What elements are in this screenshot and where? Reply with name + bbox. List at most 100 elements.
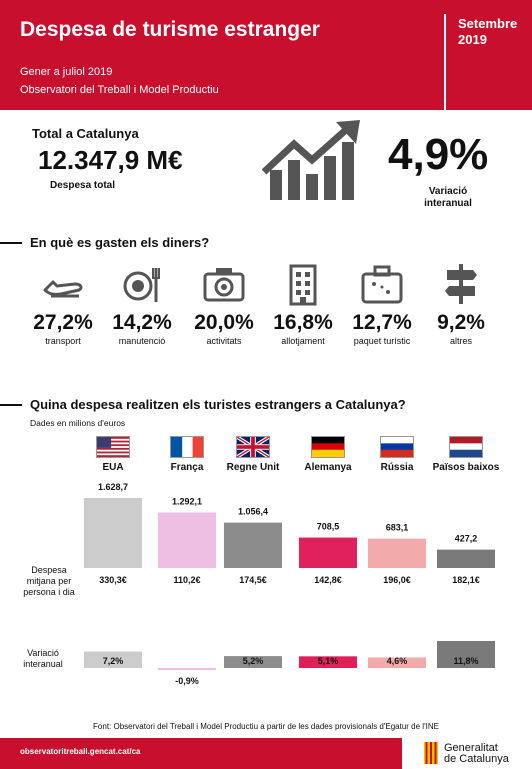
page-title: Despesa de turisme estranger (20, 18, 320, 41)
variation-bar (84, 651, 142, 668)
total-value: 12.347,9 M€ (38, 145, 183, 175)
per-person-value-label: 142,8€ (314, 575, 342, 585)
variation-label-line: Variació (27, 648, 59, 658)
variation-label-line: interanual (23, 659, 63, 669)
spend-bar (437, 549, 495, 568)
category-label: allotjament (281, 336, 325, 346)
date-month: Setembre (458, 16, 518, 31)
variation-caption: Variació interanual (418, 186, 478, 210)
country-label: França (170, 462, 204, 473)
spend-bar (299, 537, 357, 568)
footer-logo-area (402, 738, 532, 769)
category-pct: 9,2% (437, 311, 485, 334)
header-divider (444, 14, 446, 110)
footer-url[interactable]: observatoritreball.gencat.cat/ca (20, 747, 141, 756)
variation-bar (299, 656, 357, 668)
variation-value: 4,9% (388, 130, 489, 179)
variation-caption-line1: Variació (428, 186, 468, 197)
category-pct: 14,2% (112, 311, 172, 334)
building-icon (289, 264, 317, 306)
total-label: Total a Catalunya (32, 126, 139, 141)
section2-rule (0, 404, 22, 406)
category-label: transport (45, 336, 81, 346)
netherlands-flag-icon (449, 436, 483, 458)
plate-cutlery-icon (123, 268, 160, 302)
units-note: Dades en milions d'euros (30, 418, 126, 428)
section2-title: Quina despesa realitzen els turistes est… (30, 397, 406, 412)
per-person-label-line: mitjana per (26, 576, 72, 586)
variation-value-label: -0,9% (175, 676, 199, 686)
airplane-icon (43, 280, 83, 298)
category-food: 14,2% manutenció (102, 262, 182, 346)
category-activities: 20,0% activitats (184, 262, 264, 346)
country-label: EUA (102, 462, 124, 473)
spend-value-label: 708,5 (317, 522, 340, 532)
variation-bar (368, 657, 426, 668)
category-label: altres (449, 336, 472, 346)
spend-bar (158, 512, 216, 568)
camera-icon (203, 268, 245, 302)
category-transport: 27,2% transport (23, 262, 103, 346)
date-year: 2019 (458, 32, 487, 47)
category-accommodation: 16,8% allotjament (263, 262, 343, 346)
per-person-label-line: persona i dia (23, 587, 75, 597)
per-person-value-label: 174,5€ (239, 575, 267, 585)
germany-flag-icon (311, 436, 345, 458)
source-org-subtitle: Observatori del Treball i Model Producti… (20, 84, 219, 96)
total-caption: Despesa total (50, 180, 116, 191)
spend-bar (224, 522, 282, 568)
variation-value-label: 11,8% (453, 656, 478, 666)
spend-value-label: 1.056,4 (238, 507, 268, 517)
category-pct: 27,2% (33, 311, 93, 334)
publication-date: Setembre 2019 (458, 16, 522, 48)
growth-chart-icon (262, 120, 360, 200)
variation-value-label: 4,6% (387, 656, 408, 666)
generalitat-logo-icon (424, 742, 438, 764)
signpost-icon (445, 264, 477, 304)
category-package: 12,7% paquet turístic (342, 262, 422, 346)
per-person-row-label: Despesa mitjana per persona i dia (14, 565, 84, 598)
spend-bar (84, 498, 142, 568)
uk-flag-icon (236, 436, 270, 458)
variation-row-label: Variació interanual (8, 648, 78, 670)
source-note: Font: Observatori del Treball i Model Pr… (93, 722, 439, 731)
variation-value-label: 5,1% (318, 656, 339, 666)
period-subtitle: Gener a juliol 2019 (20, 66, 113, 78)
france-flag-icon (170, 436, 204, 458)
section1-title: En què es gasten els diners? (30, 235, 210, 250)
spend-value-label: 1.292,1 (172, 496, 202, 506)
generalitat-brand: Generalitat de Catalunya (444, 743, 509, 765)
per-person-label-line: Despesa (31, 565, 67, 575)
variation-value-label: 5,2% (243, 656, 264, 666)
country-label: Regne Unit (226, 462, 280, 473)
spend-value-label: 683,1 (386, 523, 409, 533)
spend-bar (368, 538, 426, 568)
variation-caption-line2: interanual (424, 198, 472, 209)
variation-bar (437, 641, 495, 668)
header-banner: Despesa de turisme estranger Gener a jul… (0, 0, 532, 110)
footer-bar: observatoritreball.gencat.cat/ca General… (0, 738, 532, 769)
variation-value-label: 7,2% (103, 656, 124, 666)
country-label: Països baixos (432, 462, 500, 473)
category-label: manutenció (118, 336, 166, 346)
category-pct: 20,0% (194, 311, 254, 334)
brand-line: Generalitat (444, 742, 498, 754)
per-person-value-label: 182,1€ (452, 575, 480, 585)
variation-bar (158, 668, 216, 671)
category-pct: 16,8% (273, 311, 333, 334)
country-label: Rússia (380, 462, 414, 473)
category-pct: 12,7% (352, 311, 412, 334)
category-label: activitats (206, 336, 242, 346)
category-label: paquet turístic (353, 336, 411, 346)
russia-flag-icon (380, 436, 414, 458)
us-flag-icon (96, 436, 130, 458)
per-person-value-label: 330,3€ (99, 575, 127, 585)
brand-line: de Catalunya (444, 753, 509, 765)
spend-value-label: 1.628,7 (98, 482, 128, 492)
per-person-value-label: 110,2€ (173, 575, 200, 585)
category-other: 9,2% altres (421, 262, 501, 346)
spend-value-label: 427,2 (455, 534, 478, 544)
per-person-value-label: 196,0€ (383, 575, 411, 585)
suitcase-icon (361, 265, 403, 304)
